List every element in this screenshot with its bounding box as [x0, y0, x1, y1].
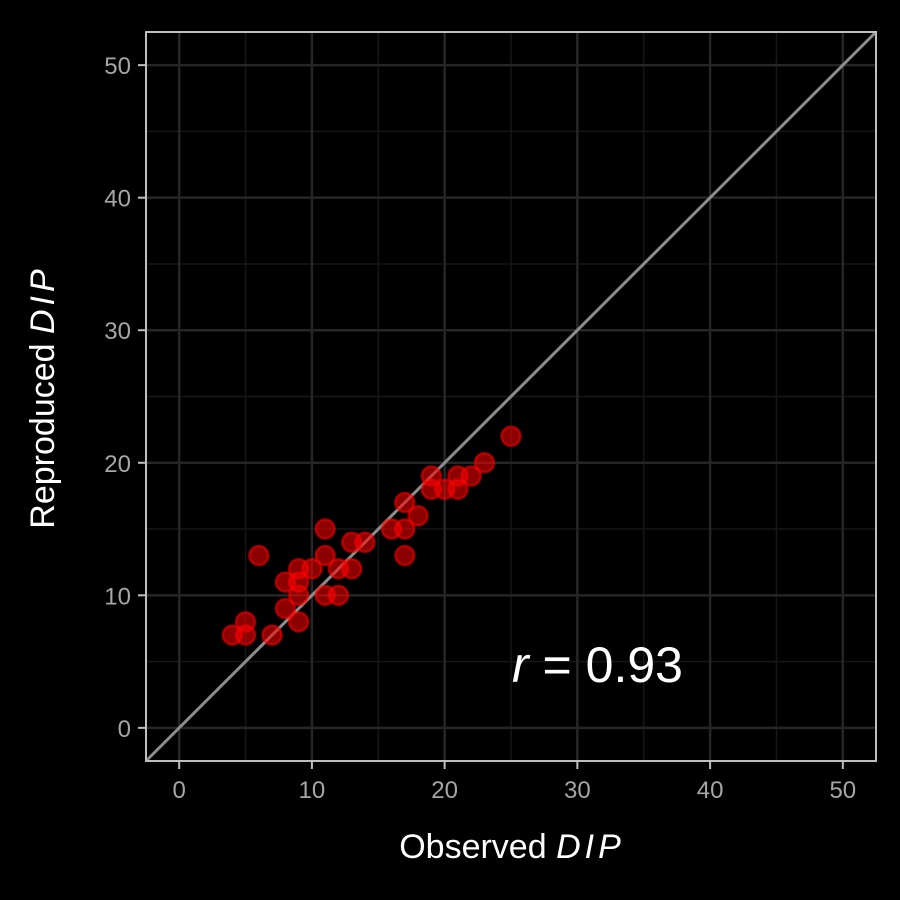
- data-point: [287, 611, 310, 633]
- x-tick-label: 20: [431, 777, 458, 804]
- data-point: [500, 425, 522, 448]
- data-point: [327, 584, 350, 607]
- y-axis-title: Reproduced DIP: [24, 265, 62, 528]
- correlation-annotation: r = 0.93: [512, 637, 683, 693]
- y-tick-label: 20: [104, 451, 131, 478]
- x-tick-label: 50: [829, 777, 856, 804]
- x-tick-label: 40: [697, 777, 724, 804]
- panel-border: [145, 31, 877, 762]
- data-point: [274, 597, 297, 620]
- x-axis-title-italic: DIP: [556, 828, 625, 866]
- y-tick-label: 30: [104, 318, 131, 345]
- data-point: [394, 491, 416, 514]
- data-point: [301, 558, 323, 580]
- x-axis-title: Observed DIP: [399, 828, 625, 866]
- y-tick-label: 40: [104, 186, 131, 213]
- x-tick-label: 0: [173, 777, 186, 804]
- data-point: [473, 452, 496, 474]
- data-point: [354, 531, 376, 554]
- data-point: [407, 505, 429, 527]
- y-tick-label: 0: [118, 716, 131, 743]
- x-tick-label: 30: [564, 777, 591, 804]
- axis-ticks: 0 10 20 30 40 50 0 10 20 30 40 50: [104, 53, 856, 804]
- correlation-value: = 0.93: [529, 637, 683, 693]
- data-point: [394, 518, 416, 540]
- y-axis-title-text: Reproduced: [24, 343, 62, 528]
- data-point: [340, 558, 363, 580]
- data-point: [234, 611, 257, 633]
- y-tick-label: 50: [104, 53, 131, 80]
- grid-lines: [146, 32, 876, 761]
- data-point: [261, 624, 283, 646]
- data-point: [420, 465, 443, 487]
- data-points: [221, 425, 522, 646]
- data-point: [314, 544, 336, 567]
- x-tick-label: 10: [299, 777, 326, 804]
- data-point: [460, 465, 482, 487]
- data-point: [394, 544, 416, 567]
- data-point: [248, 544, 270, 567]
- data-point: [314, 518, 336, 540]
- correlation-symbol: r: [512, 637, 531, 693]
- y-axis-title-italic: DIP: [24, 265, 62, 334]
- y-tick-label: 10: [104, 583, 131, 610]
- x-axis-title-text: Observed: [399, 828, 546, 866]
